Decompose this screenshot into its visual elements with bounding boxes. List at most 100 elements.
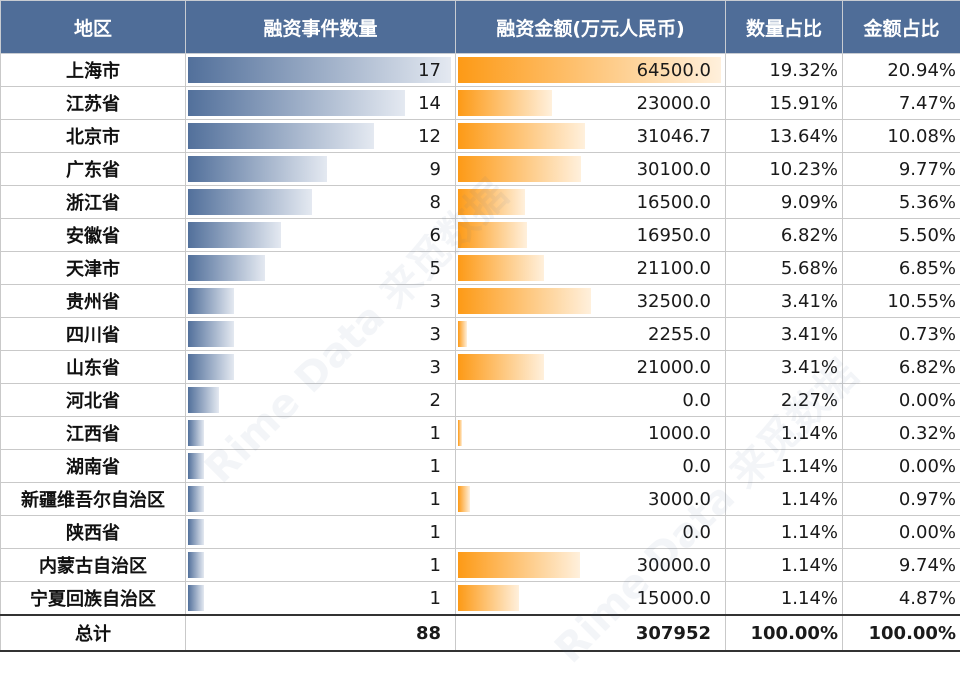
amount-value: 21100.0: [456, 258, 725, 279]
count-share-cell: 13.64%: [726, 120, 843, 153]
event-count-value: 9: [186, 159, 455, 180]
amount-cell: 16950.0: [456, 219, 726, 252]
event-count-value: 1: [186, 489, 455, 510]
region-cell: 安徽省: [1, 219, 186, 252]
amount-value: 23000.0: [456, 93, 725, 114]
amount-value: 3000.0: [456, 489, 725, 510]
count-share-cell: 3.41%: [726, 318, 843, 351]
total-amount-value: 307952: [456, 623, 725, 644]
event-count-cell: 14: [186, 87, 456, 120]
region-cell: 江苏省: [1, 87, 186, 120]
amount-share-cell: 0.00%: [843, 450, 960, 483]
event-count-value: 3: [186, 357, 455, 378]
total-count-share: 100.00%: [726, 615, 843, 651]
event-count-cell: 1: [186, 582, 456, 616]
header-count-share: 数量占比: [726, 1, 843, 54]
amount-cell: 0.0: [456, 384, 726, 417]
event-count-cell: 9: [186, 153, 456, 186]
event-count-value: 3: [186, 324, 455, 345]
amount-share-cell: 0.00%: [843, 516, 960, 549]
amount-share-cell: 6.85%: [843, 252, 960, 285]
amount-share-cell: 6.82%: [843, 351, 960, 384]
amount-cell: 0.0: [456, 450, 726, 483]
amount-value: 0.0: [456, 456, 725, 477]
amount-share-cell: 20.94%: [843, 54, 960, 87]
event-count-value: 1: [186, 522, 455, 543]
event-count-value: 1: [186, 555, 455, 576]
event-count-cell: 3: [186, 285, 456, 318]
amount-share-cell: 10.08%: [843, 120, 960, 153]
region-cell: 湖南省: [1, 450, 186, 483]
amount-share-cell: 7.47%: [843, 87, 960, 120]
count-share-cell: 10.23%: [726, 153, 843, 186]
region-cell: 宁夏回族自治区: [1, 582, 186, 616]
amount-cell: 1000.0: [456, 417, 726, 450]
amount-value: 31046.7: [456, 126, 725, 147]
count-share-cell: 5.68%: [726, 252, 843, 285]
event-count-cell: 1: [186, 450, 456, 483]
region-cell: 陕西省: [1, 516, 186, 549]
region-cell: 贵州省: [1, 285, 186, 318]
amount-cell: 23000.0: [456, 87, 726, 120]
amount-share-cell: 10.55%: [843, 285, 960, 318]
header-region: 地区: [1, 1, 186, 54]
event-count-value: 2: [186, 390, 455, 411]
event-count-cell: 17: [186, 54, 456, 87]
event-count-cell: 1: [186, 483, 456, 516]
header-amount-share: 金额占比: [843, 1, 960, 54]
amount-share-cell: 5.50%: [843, 219, 960, 252]
region-cell: 江西省: [1, 417, 186, 450]
header-event-count: 融资事件数量: [186, 1, 456, 54]
event-count-cell: 8: [186, 186, 456, 219]
event-count-value: 6: [186, 225, 455, 246]
event-count-value: 3: [186, 291, 455, 312]
event-count-cell: 12: [186, 120, 456, 153]
count-share-cell: 3.41%: [726, 285, 843, 318]
amount-cell: 64500.0: [456, 54, 726, 87]
event-count-cell: 1: [186, 549, 456, 582]
count-share-cell: 15.91%: [726, 87, 843, 120]
amount-value: 2255.0: [456, 324, 725, 345]
event-count-cell: 5: [186, 252, 456, 285]
amount-share-cell: 9.77%: [843, 153, 960, 186]
amount-share-cell: 0.97%: [843, 483, 960, 516]
count-share-cell: 3.41%: [726, 351, 843, 384]
amount-cell: 15000.0: [456, 582, 726, 616]
amount-cell: 3000.0: [456, 483, 726, 516]
region-cell: 山东省: [1, 351, 186, 384]
total-amount-cell: 307952: [456, 615, 726, 651]
amount-cell: 16500.0: [456, 186, 726, 219]
region-cell: 内蒙古自治区: [1, 549, 186, 582]
region-cell: 河北省: [1, 384, 186, 417]
amount-share-cell: 0.32%: [843, 417, 960, 450]
region-cell: 新疆维吾尔自治区: [1, 483, 186, 516]
event-count-value: 17: [186, 60, 455, 81]
event-count-cell: 3: [186, 351, 456, 384]
count-share-cell: 9.09%: [726, 186, 843, 219]
amount-cell: 30000.0: [456, 549, 726, 582]
amount-value: 16500.0: [456, 192, 725, 213]
amount-value: 1000.0: [456, 423, 725, 444]
region-cell: 天津市: [1, 252, 186, 285]
amount-cell: 21100.0: [456, 252, 726, 285]
count-share-cell: 1.14%: [726, 417, 843, 450]
count-share-cell: 6.82%: [726, 219, 843, 252]
event-count-value: 8: [186, 192, 455, 213]
total-count-value: 88: [186, 623, 455, 644]
amount-value: 30000.0: [456, 555, 725, 576]
amount-cell: 32500.0: [456, 285, 726, 318]
header-amount: 融资金额(万元人民币): [456, 1, 726, 54]
amount-share-cell: 9.74%: [843, 549, 960, 582]
